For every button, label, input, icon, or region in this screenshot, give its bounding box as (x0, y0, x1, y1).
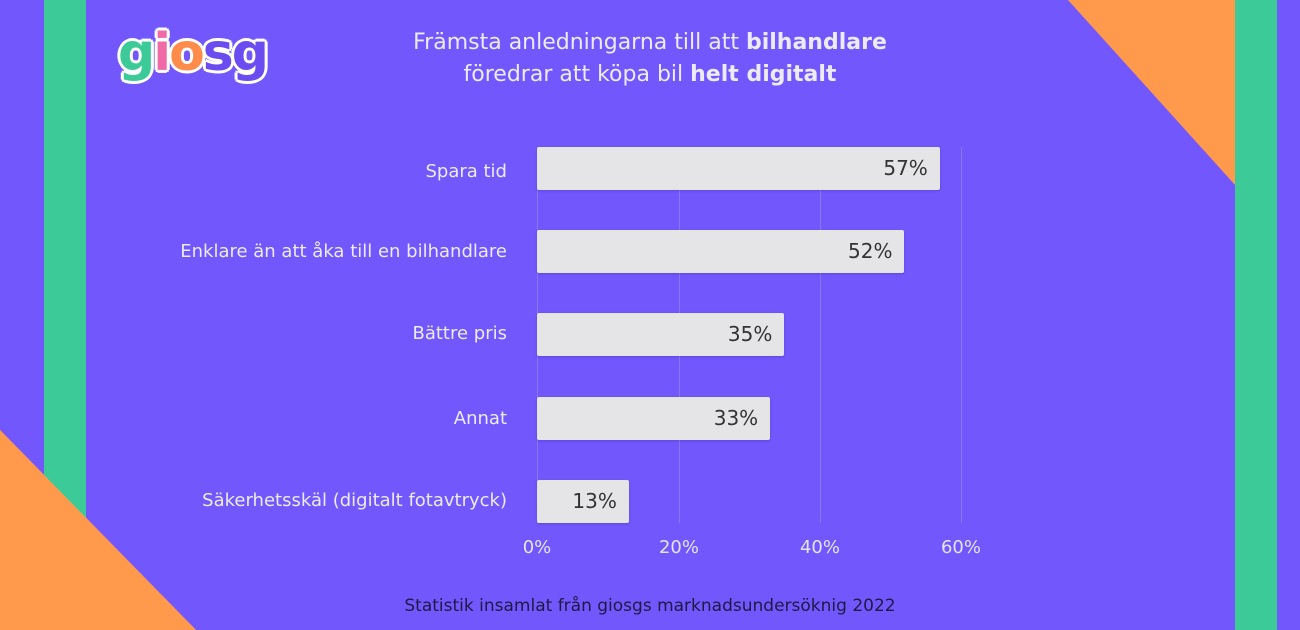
category-label: Spara tid (425, 161, 507, 182)
x-tick-label: 20% (658, 537, 699, 558)
bar: 52% (537, 230, 905, 273)
title-line1: Främsta anledningarna till att (413, 30, 746, 55)
x-tick-label: 60% (940, 537, 981, 558)
bar: 35% (537, 313, 785, 356)
giosg-logo: g i o s g (118, 23, 269, 83)
bar: 57% (537, 147, 940, 190)
x-tick-label: 40% (799, 537, 840, 558)
bar-value-label: 35% (727, 322, 773, 346)
green-stripe-right (1235, 0, 1277, 630)
category-label: Säkerhetsskäl (digitalt fotavtryck) (202, 490, 507, 511)
chart-title: Främsta anledningarna till att bilhandla… (330, 27, 970, 91)
bar-value-label: 13% (572, 489, 617, 513)
gridline-40 (820, 147, 821, 523)
title-line2-bold: helt digitalt (690, 62, 837, 87)
source-footnote: Statistik insamlat från giosgs marknadsu… (404, 596, 896, 616)
gridline-60 (961, 147, 962, 523)
bar-value-label: 57% (883, 156, 928, 180)
category-label: Annat (453, 408, 507, 429)
bar: 13% (537, 480, 629, 523)
category-label: Enklare än att åka till en bilhandlare (180, 241, 507, 262)
bar-value-label: 52% (848, 239, 893, 263)
logo-letter-g: g (118, 23, 155, 83)
x-tick-label: 0% (522, 537, 552, 558)
logo-letter-i: i (153, 23, 171, 83)
bar-value-label: 33% (713, 406, 759, 430)
title-line2: föredrar att köpa bil (463, 62, 691, 87)
logo-letter-o: o (169, 23, 205, 83)
logo-letter-s: s (202, 23, 234, 83)
category-label: Bättre pris (412, 323, 508, 344)
logo-letter-g2: g (231, 23, 269, 83)
title-line1-bold: bilhandlare (745, 30, 887, 55)
bar: 33% (537, 397, 771, 440)
